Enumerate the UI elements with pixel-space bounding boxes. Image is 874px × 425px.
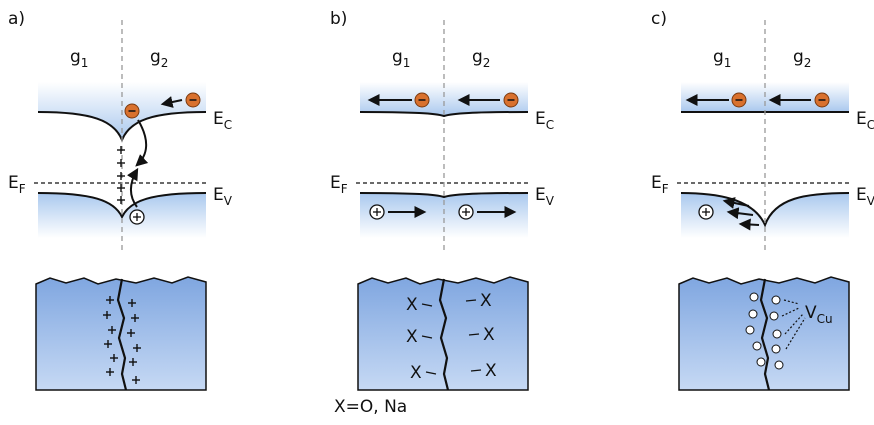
stroke bbox=[421, 335, 433, 339]
grain-label-base: g bbox=[713, 47, 724, 67]
grain-label: g2 bbox=[793, 47, 811, 70]
valence-edge bbox=[37, 192, 207, 220]
valence-band bbox=[360, 193, 528, 238]
stroke bbox=[470, 369, 482, 372]
panel-label: a) bbox=[8, 9, 25, 29]
ef-label: EF bbox=[651, 173, 669, 196]
vacancy bbox=[774, 360, 784, 370]
ef-label: EF bbox=[8, 173, 26, 196]
vacancy bbox=[772, 329, 782, 339]
defect-label: X bbox=[406, 327, 418, 347]
defect-label: X bbox=[410, 363, 422, 383]
grain-label: g1 bbox=[392, 47, 410, 70]
vacancy bbox=[769, 311, 779, 321]
ef-label-base: E bbox=[330, 173, 341, 193]
grain-label-sub: 1 bbox=[724, 56, 732, 70]
grain-label-sub: 2 bbox=[161, 56, 169, 70]
ef-label-base: E bbox=[8, 173, 19, 193]
ef-label-sub: F bbox=[662, 182, 669, 196]
grain-label: g1 bbox=[713, 47, 731, 70]
stroke bbox=[781, 307, 800, 317]
ev-label: EV bbox=[535, 185, 555, 208]
ev-label-sub: V bbox=[546, 194, 555, 208]
stroke bbox=[722, 197, 750, 209]
grain-boundary bbox=[759, 278, 771, 391]
ec-label-base: E bbox=[856, 109, 867, 129]
vacancy bbox=[771, 295, 781, 305]
defect-label: X bbox=[483, 325, 495, 345]
defect-label: X bbox=[485, 361, 497, 381]
vacancy bbox=[745, 325, 755, 335]
vacancy bbox=[749, 292, 759, 302]
stroke bbox=[783, 299, 800, 305]
stroke bbox=[421, 303, 433, 307]
defect-label: X bbox=[480, 291, 492, 311]
grain-label-sub: 1 bbox=[81, 56, 89, 70]
valence-band bbox=[38, 193, 206, 238]
grain-label-base: g bbox=[150, 47, 161, 67]
grain-label-sub: 2 bbox=[483, 56, 491, 70]
valence-edge bbox=[359, 192, 529, 199]
ev-label: EV bbox=[856, 185, 874, 208]
vcu-label-base: V bbox=[805, 303, 817, 323]
vcu-label: VCu bbox=[805, 303, 833, 326]
vacancy bbox=[771, 344, 781, 354]
ev-label-base: E bbox=[213, 185, 224, 205]
grain-label-base: g bbox=[70, 47, 81, 67]
conduction-band bbox=[360, 82, 528, 116]
ec-label-sub: C bbox=[867, 118, 874, 132]
ec-label-sub: C bbox=[546, 118, 554, 132]
panel-label: b) bbox=[330, 9, 347, 29]
vacancy bbox=[756, 357, 766, 367]
vcu-label-sub: Cu bbox=[817, 312, 833, 326]
ef-label-sub: F bbox=[19, 182, 26, 196]
electron-path bbox=[135, 119, 149, 167]
grain-label-sub: 1 bbox=[403, 56, 411, 70]
stroke bbox=[726, 207, 754, 220]
conduction-edge bbox=[359, 111, 529, 118]
grain-boundary bbox=[116, 278, 128, 391]
grain-label: g2 bbox=[472, 47, 490, 70]
ev-label-sub: V bbox=[867, 194, 874, 208]
stroke bbox=[425, 371, 437, 375]
ef-label-base: E bbox=[651, 173, 662, 193]
ev-label-base: E bbox=[856, 185, 867, 205]
valence-edge bbox=[680, 192, 850, 228]
grain-label-sub: 2 bbox=[804, 56, 812, 70]
grain-label: g2 bbox=[150, 47, 168, 70]
defect-label: X bbox=[406, 295, 418, 315]
ec-label: EC bbox=[856, 109, 874, 132]
panel-label: c) bbox=[651, 9, 667, 29]
conduction-band bbox=[681, 82, 849, 112]
grain-label: g1 bbox=[70, 47, 88, 70]
stroke bbox=[784, 313, 804, 335]
ev-label-base: E bbox=[535, 185, 546, 205]
ef-label-sub: F bbox=[341, 182, 348, 196]
note: X=O, Na bbox=[334, 397, 407, 417]
grain-label-base: g bbox=[392, 47, 403, 67]
grain-label-base: g bbox=[793, 47, 804, 67]
grain-label-base: g bbox=[472, 47, 483, 67]
stroke bbox=[465, 299, 477, 302]
stroke bbox=[468, 333, 480, 336]
ef-label: EF bbox=[330, 173, 348, 196]
ev-label: EV bbox=[213, 185, 233, 208]
ec-label-base: E bbox=[213, 109, 224, 129]
vacancy bbox=[748, 309, 758, 319]
ec-label: EC bbox=[213, 109, 232, 132]
grain-boundary bbox=[438, 278, 450, 391]
vacancy bbox=[752, 341, 762, 351]
ec-label-sub: C bbox=[224, 118, 232, 132]
ec-label-base: E bbox=[535, 109, 546, 129]
ev-label-sub: V bbox=[224, 194, 233, 208]
stroke bbox=[738, 218, 760, 231]
hole-path bbox=[126, 167, 139, 208]
stroke bbox=[160, 96, 183, 108]
ec-label: EC bbox=[535, 109, 554, 132]
